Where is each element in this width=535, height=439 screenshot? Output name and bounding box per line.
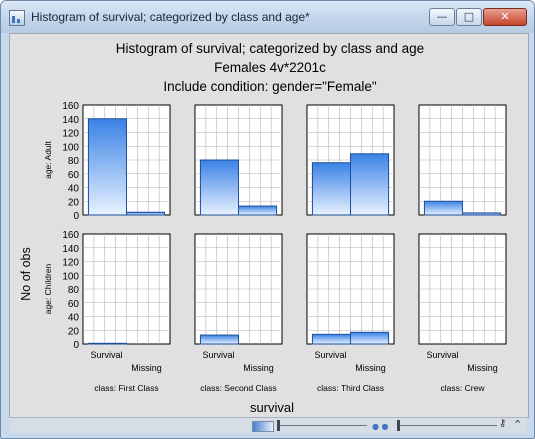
- x-tick-label: Survival: [314, 350, 346, 360]
- histogram-bar: [462, 212, 502, 216]
- histogram-bar: [423, 200, 463, 216]
- histogram-bar: [350, 153, 390, 216]
- chart-title: Histogram of survival; categorized by cl…: [116, 41, 424, 56]
- y-tick-label: 140: [62, 115, 79, 126]
- y-tick-label: 160: [62, 101, 79, 112]
- x-axis-label: survival: [250, 400, 294, 415]
- row-label: age: Adult: [43, 140, 53, 178]
- column-label: class: Second Class: [200, 383, 277, 393]
- histogram-bar: [238, 205, 278, 216]
- minimize-button[interactable]: —: [429, 8, 455, 26]
- y-tick-label: 20: [68, 326, 80, 337]
- y-tick-label: 60: [68, 170, 80, 181]
- zoom-slider-track: [277, 425, 367, 426]
- chart-panel: [306, 233, 395, 345]
- y-tick-label: 40: [68, 313, 80, 324]
- y-tick-label: 140: [62, 244, 79, 255]
- y-tick-label: 0: [73, 340, 79, 351]
- x-tick-label: Missing: [355, 363, 386, 373]
- double-chevron-up-icon[interactable]: ⌃: [513, 418, 523, 431]
- chart-subtitle-1: Females 4v*2201c: [214, 60, 326, 75]
- chart-area: Histogram of survival; categorized by cl…: [9, 33, 529, 418]
- zoom-slider-thumb[interactable]: [277, 420, 280, 431]
- chart-panel: [194, 233, 283, 345]
- histogram-bar: [311, 162, 351, 216]
- column-label: class: Crew: [441, 383, 486, 393]
- y-tick-label: 160: [62, 230, 79, 241]
- y-tick-label: 100: [62, 271, 79, 282]
- column-label: class: First Class: [94, 383, 158, 393]
- chart-panel: [194, 104, 283, 216]
- chart-panel: [418, 104, 507, 216]
- panel-grid: 0 20 40 60 80 100 120 140 160 age: Adult 0 20 40 60 80…: [43, 101, 507, 393]
- chart-panel: [418, 233, 507, 345]
- column-label: class: Third Class: [317, 383, 384, 393]
- x-tick-label: Survival: [90, 350, 122, 360]
- histogram-bar: [199, 334, 239, 345]
- key-icon[interactable]: ⚷: [499, 418, 507, 429]
- histogram-chart: Histogram of survival; categorized by cl…: [19, 41, 507, 415]
- histogram-bar: [350, 331, 390, 345]
- color-scale-swatch: [252, 421, 274, 432]
- y-tick-label: 100: [62, 142, 79, 153]
- histogram-bar: [126, 211, 166, 216]
- close-button[interactable]: ✕: [483, 8, 527, 26]
- x-tick-label: Survival: [426, 350, 458, 360]
- chart-panel: [306, 104, 395, 216]
- y-tick-label: 40: [68, 184, 80, 195]
- x-tick-label: Missing: [243, 363, 274, 373]
- y-tick-label: 20: [68, 197, 80, 208]
- window-title: Histogram of survival; categorized by cl…: [31, 10, 310, 24]
- y-axis-label: No of obs: [19, 247, 33, 301]
- x-tick-label: Survival: [202, 350, 234, 360]
- pan-slider-track: [397, 425, 497, 426]
- histogram-bar: [87, 342, 127, 345]
- y-tick-label: 120: [62, 258, 79, 269]
- y-tick-label: 60: [68, 299, 80, 310]
- y-tick-label: 120: [62, 129, 79, 140]
- histogram-app-icon: [9, 10, 25, 26]
- maximize-button[interactable]: □: [456, 8, 482, 26]
- x-tick-label: Missing: [467, 363, 498, 373]
- chart-panel: [82, 104, 171, 216]
- pan-slider-thumb[interactable]: [397, 420, 400, 431]
- y-tick-label: 80: [68, 156, 80, 167]
- histogram-bar: [87, 118, 127, 216]
- chart-panel: [82, 233, 171, 345]
- page-dots-icon[interactable]: ● ●: [372, 422, 389, 431]
- x-tick-label: Missing: [131, 363, 162, 373]
- histogram-bar: [199, 159, 239, 216]
- chart-subtitle-2: Include condition: gender="Female": [163, 79, 377, 94]
- row-label: age: Children: [43, 263, 53, 314]
- y-tick-label: 80: [68, 285, 80, 296]
- title-bar[interactable]: Histogram of survival; categorized by cl…: [1, 1, 534, 33]
- status-bar: ● ● ⚷ ⌃: [9, 417, 527, 433]
- histogram-bar: [311, 333, 351, 345]
- y-tick-label: 0: [73, 211, 79, 222]
